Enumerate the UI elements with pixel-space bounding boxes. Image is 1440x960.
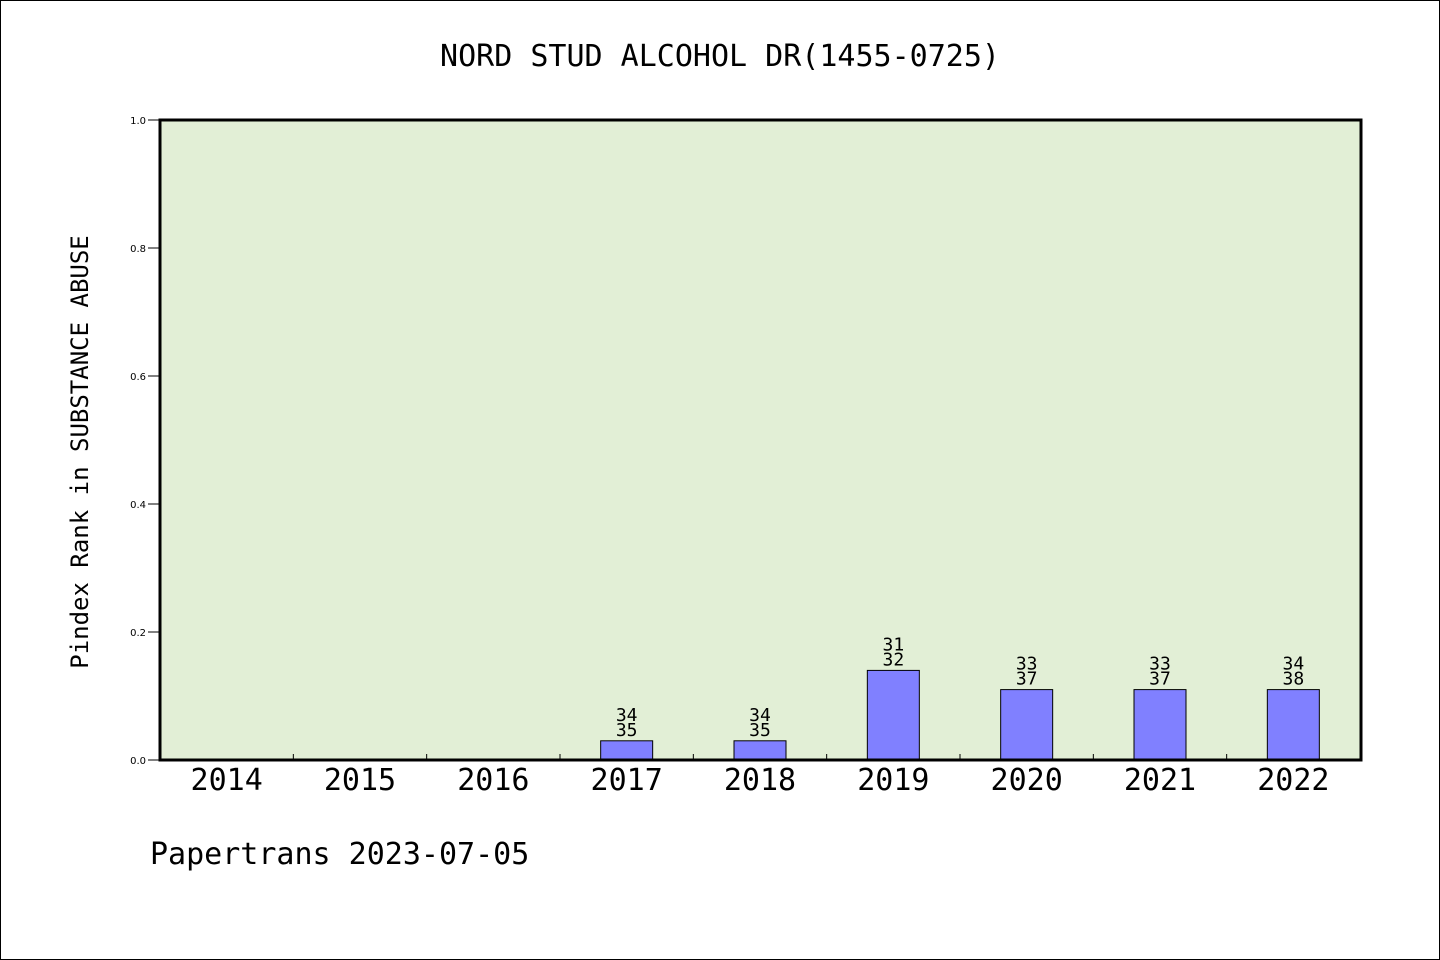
plot-area xyxy=(160,120,1361,760)
bar-label-bottom: 37 xyxy=(1149,669,1171,690)
y-tick-label: 0.6 xyxy=(130,372,146,383)
bar-label-top: 34 xyxy=(1282,654,1304,675)
bar-label-bottom: 37 xyxy=(1016,669,1038,690)
bar xyxy=(1000,689,1054,761)
bar-label-top: 33 xyxy=(1149,654,1171,675)
y-tick-label: 0.0 xyxy=(130,756,146,767)
bar xyxy=(1133,689,1187,761)
bar-label-top: 34 xyxy=(616,705,638,726)
bars-layer xyxy=(600,669,1320,761)
bar-label-bottom: 35 xyxy=(749,720,771,741)
y-tick-label: 0.2 xyxy=(130,628,146,639)
y-axis-label: Pindex Rank in SUBSTANCE ABUSE xyxy=(66,235,94,668)
bar xyxy=(600,740,654,761)
ticks-layer: 0.0 0.2 0.4 0.6 0.8 1.0 2014 2015 2016 2017 2018 20… xyxy=(130,116,1329,798)
x-tick-label: 2021 xyxy=(1124,763,1196,798)
bar-label-top: 34 xyxy=(749,705,771,726)
bar-label-top: 31 xyxy=(882,634,904,655)
x-tick-label: 2018 xyxy=(724,763,796,798)
x-tick-label: 2014 xyxy=(191,763,263,798)
plot-border xyxy=(158,118,1363,762)
x-tick-label: 2019 xyxy=(857,763,929,798)
bar xyxy=(866,669,920,761)
bar xyxy=(733,740,787,761)
bar-label-bottom: 35 xyxy=(616,720,638,741)
footer-credit: Papertrans 2023-07-05 xyxy=(150,837,529,872)
bar-label-bottom: 38 xyxy=(1282,669,1304,690)
bar xyxy=(1266,689,1320,761)
y-tick-label: 1.0 xyxy=(130,116,146,127)
x-tick-label: 2016 xyxy=(457,763,529,798)
x-tick-label: 2015 xyxy=(324,763,396,798)
x-tick-label: 2017 xyxy=(591,763,663,798)
bar-label-bottom: 32 xyxy=(882,649,904,670)
x-tick-label: 2022 xyxy=(1257,763,1329,798)
chart-title: NORD STUD ALCOHOL DR(1455-0725) xyxy=(440,39,1000,74)
x-tick-label: 2020 xyxy=(991,763,1063,798)
bar-label-top: 33 xyxy=(1016,654,1038,675)
y-tick-label: 0.8 xyxy=(130,244,146,255)
y-tick-label: 0.4 xyxy=(130,500,146,511)
